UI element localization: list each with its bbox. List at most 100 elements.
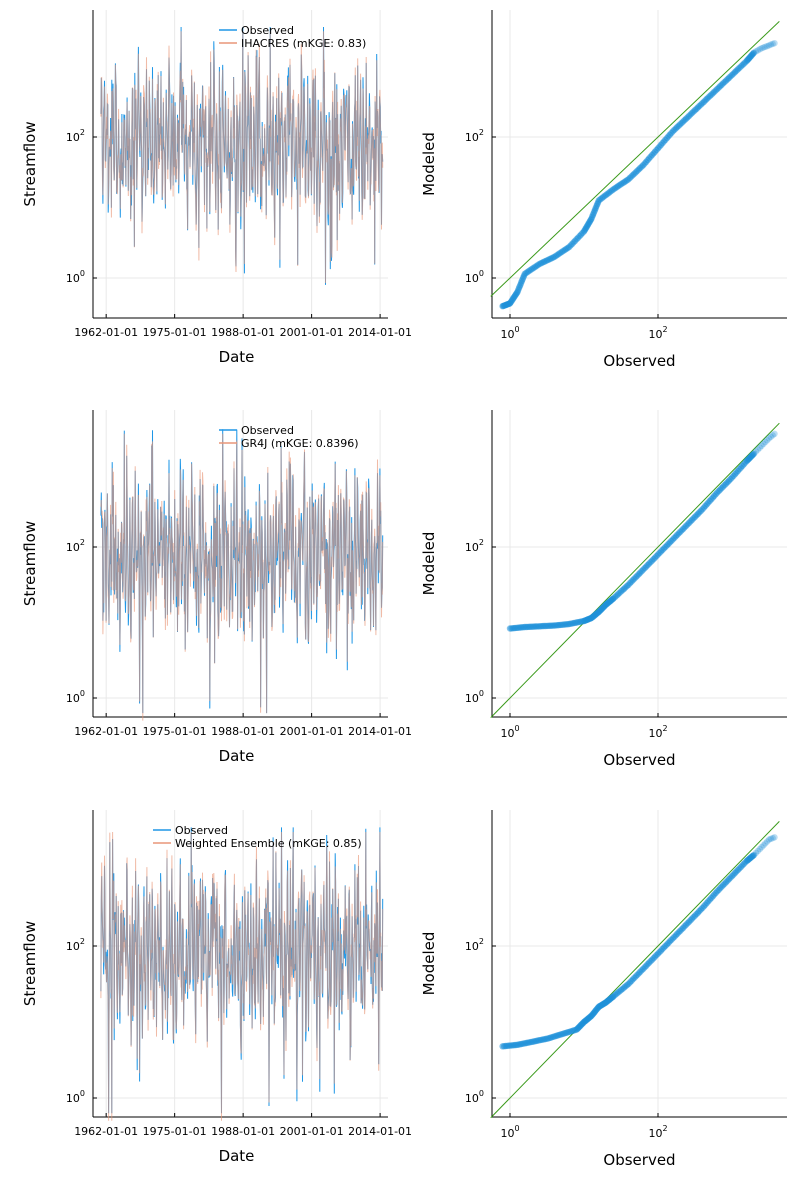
scatter-point bbox=[760, 842, 767, 849]
legend-entry: Observed bbox=[241, 24, 294, 37]
scatter-point bbox=[750, 450, 757, 458]
x-gridlines bbox=[509, 810, 659, 1117]
scatter-points bbox=[499, 834, 778, 1050]
one-to-one-line bbox=[490, 821, 780, 1119]
x-tick-label: 2001-01-01 bbox=[280, 326, 344, 339]
y-tick-label: 102 bbox=[66, 538, 85, 554]
scatter-point bbox=[769, 834, 776, 842]
scatter-point bbox=[751, 49, 758, 56]
legend-entry: IHACRES (mKGE: 0.83) bbox=[241, 37, 366, 50]
legend-entry: Observed bbox=[175, 824, 228, 837]
x-axis-label: Date bbox=[219, 747, 255, 765]
y-axis-label: Modeled bbox=[420, 932, 438, 996]
y-axis-label: Streamflow bbox=[21, 521, 39, 606]
scatter-point bbox=[751, 450, 758, 457]
x-tick-label: 2014-01-01 bbox=[348, 1125, 412, 1138]
scatter-points bbox=[506, 430, 778, 632]
x-tick-label: 102 bbox=[648, 325, 667, 341]
scatter-point bbox=[767, 433, 774, 440]
x-tick-label: 1988-01-01 bbox=[211, 1125, 275, 1138]
y-tick-label: 100 bbox=[66, 689, 85, 705]
x-tick-label: 2014-01-01 bbox=[348, 326, 412, 339]
x-axis-label: Observed bbox=[603, 352, 675, 370]
scatter-point bbox=[754, 47, 762, 54]
scatter-point bbox=[765, 42, 773, 49]
x-tick-label: 100 bbox=[500, 325, 519, 341]
scatter-point bbox=[752, 849, 760, 857]
scatter-point bbox=[758, 45, 765, 52]
gr4j-scatter-chart: 100 102 Modeled 100 102 Observed bbox=[420, 410, 787, 769]
y-axis-label: Modeled bbox=[420, 132, 438, 196]
scatter-point bbox=[756, 845, 763, 853]
scatter-point bbox=[758, 844, 765, 851]
x-tick-label: 1962-01-01 bbox=[74, 725, 138, 738]
scatter-point bbox=[752, 48, 760, 55]
scatter-point bbox=[750, 50, 757, 57]
y-tick-label: 100 bbox=[66, 269, 85, 285]
one-to-one-line bbox=[490, 422, 780, 718]
x-tick-label: 1975-01-01 bbox=[143, 326, 207, 339]
modeled-series-line bbox=[100, 831, 384, 1121]
x-axis-label: Observed bbox=[603, 751, 675, 769]
scatter-point bbox=[758, 442, 765, 449]
legend-entry: Weighted Ensemble (mKGE: 0.85) bbox=[175, 837, 362, 850]
grid-lines bbox=[492, 546, 787, 699]
scatter-point bbox=[750, 852, 757, 859]
scatter-points bbox=[499, 40, 778, 310]
x-tick-label: 102 bbox=[648, 1124, 667, 1140]
legend-entry: Observed bbox=[241, 424, 294, 437]
x-tick-label: 1975-01-01 bbox=[143, 1125, 207, 1138]
x-tick-label: 1962-01-01 bbox=[74, 326, 138, 339]
grid-lines bbox=[492, 945, 787, 1099]
scatter-point bbox=[771, 430, 778, 437]
ensemble-timeseries-chart: 100 102 Streamflow 1962-01-01 1975-01-01 1988… bbox=[21, 810, 412, 1165]
one-to-one-line bbox=[490, 21, 780, 297]
x-tick-label: 1975-01-01 bbox=[143, 725, 207, 738]
scatter-point bbox=[767, 41, 774, 48]
y-tick-label: 102 bbox=[66, 128, 85, 144]
x-tick-label: 2001-01-01 bbox=[280, 725, 344, 738]
gr4j-timeseries-chart: 100 102 Streamflow 1962-01-01 1975-01-01 1988… bbox=[21, 410, 412, 765]
y-tick-label: 100 bbox=[66, 1089, 85, 1105]
x-tick-label: 2014-01-01 bbox=[348, 725, 412, 738]
scatter-point bbox=[767, 835, 774, 842]
scatter-point bbox=[769, 40, 776, 48]
modeled-series-line bbox=[100, 31, 384, 284]
x-axis-label: Observed bbox=[603, 1151, 675, 1169]
x-tick-label: 100 bbox=[500, 1124, 519, 1140]
y-axis-label: Streamflow bbox=[21, 121, 39, 206]
y-axis-label: Modeled bbox=[420, 532, 438, 596]
x-gridlines bbox=[509, 10, 659, 318]
x-tick-label: 1988-01-01 bbox=[211, 326, 275, 339]
y-tick-label: 102 bbox=[465, 538, 484, 554]
scatter-point bbox=[756, 444, 763, 451]
x-axis-label: Date bbox=[219, 348, 255, 366]
y-tick-label: 102 bbox=[465, 128, 484, 144]
scatter-point bbox=[754, 847, 762, 855]
y-tick-label: 102 bbox=[66, 937, 85, 953]
scatter-point bbox=[762, 438, 769, 446]
x-tick-label: 1988-01-01 bbox=[211, 725, 275, 738]
x-tick-label: 102 bbox=[648, 724, 667, 740]
scatter-point bbox=[771, 40, 778, 47]
scatter-point bbox=[756, 46, 763, 53]
x-tick-label: 2001-01-01 bbox=[280, 1125, 344, 1138]
y-tick-label: 102 bbox=[465, 937, 484, 953]
scatter-point bbox=[762, 43, 769, 50]
x-tick-label: 100 bbox=[500, 724, 519, 740]
scatter-point bbox=[760, 44, 767, 51]
grid-lines bbox=[492, 136, 787, 279]
scatter-point bbox=[764, 838, 771, 845]
scatter-point bbox=[760, 440, 767, 448]
scatter-point bbox=[764, 42, 771, 50]
y-axis-label: Streamflow bbox=[21, 921, 39, 1006]
scatter-point bbox=[769, 432, 776, 439]
ensemble-scatter-chart: 100 102 Modeled 100 102 Observed bbox=[420, 810, 787, 1169]
y-tick-label: 100 bbox=[465, 689, 484, 705]
ihacres-timeseries-chart: 100 102 Streamflow 1962-01-01 1975-01-01 1988… bbox=[21, 10, 412, 366]
scatter-point bbox=[771, 834, 778, 841]
